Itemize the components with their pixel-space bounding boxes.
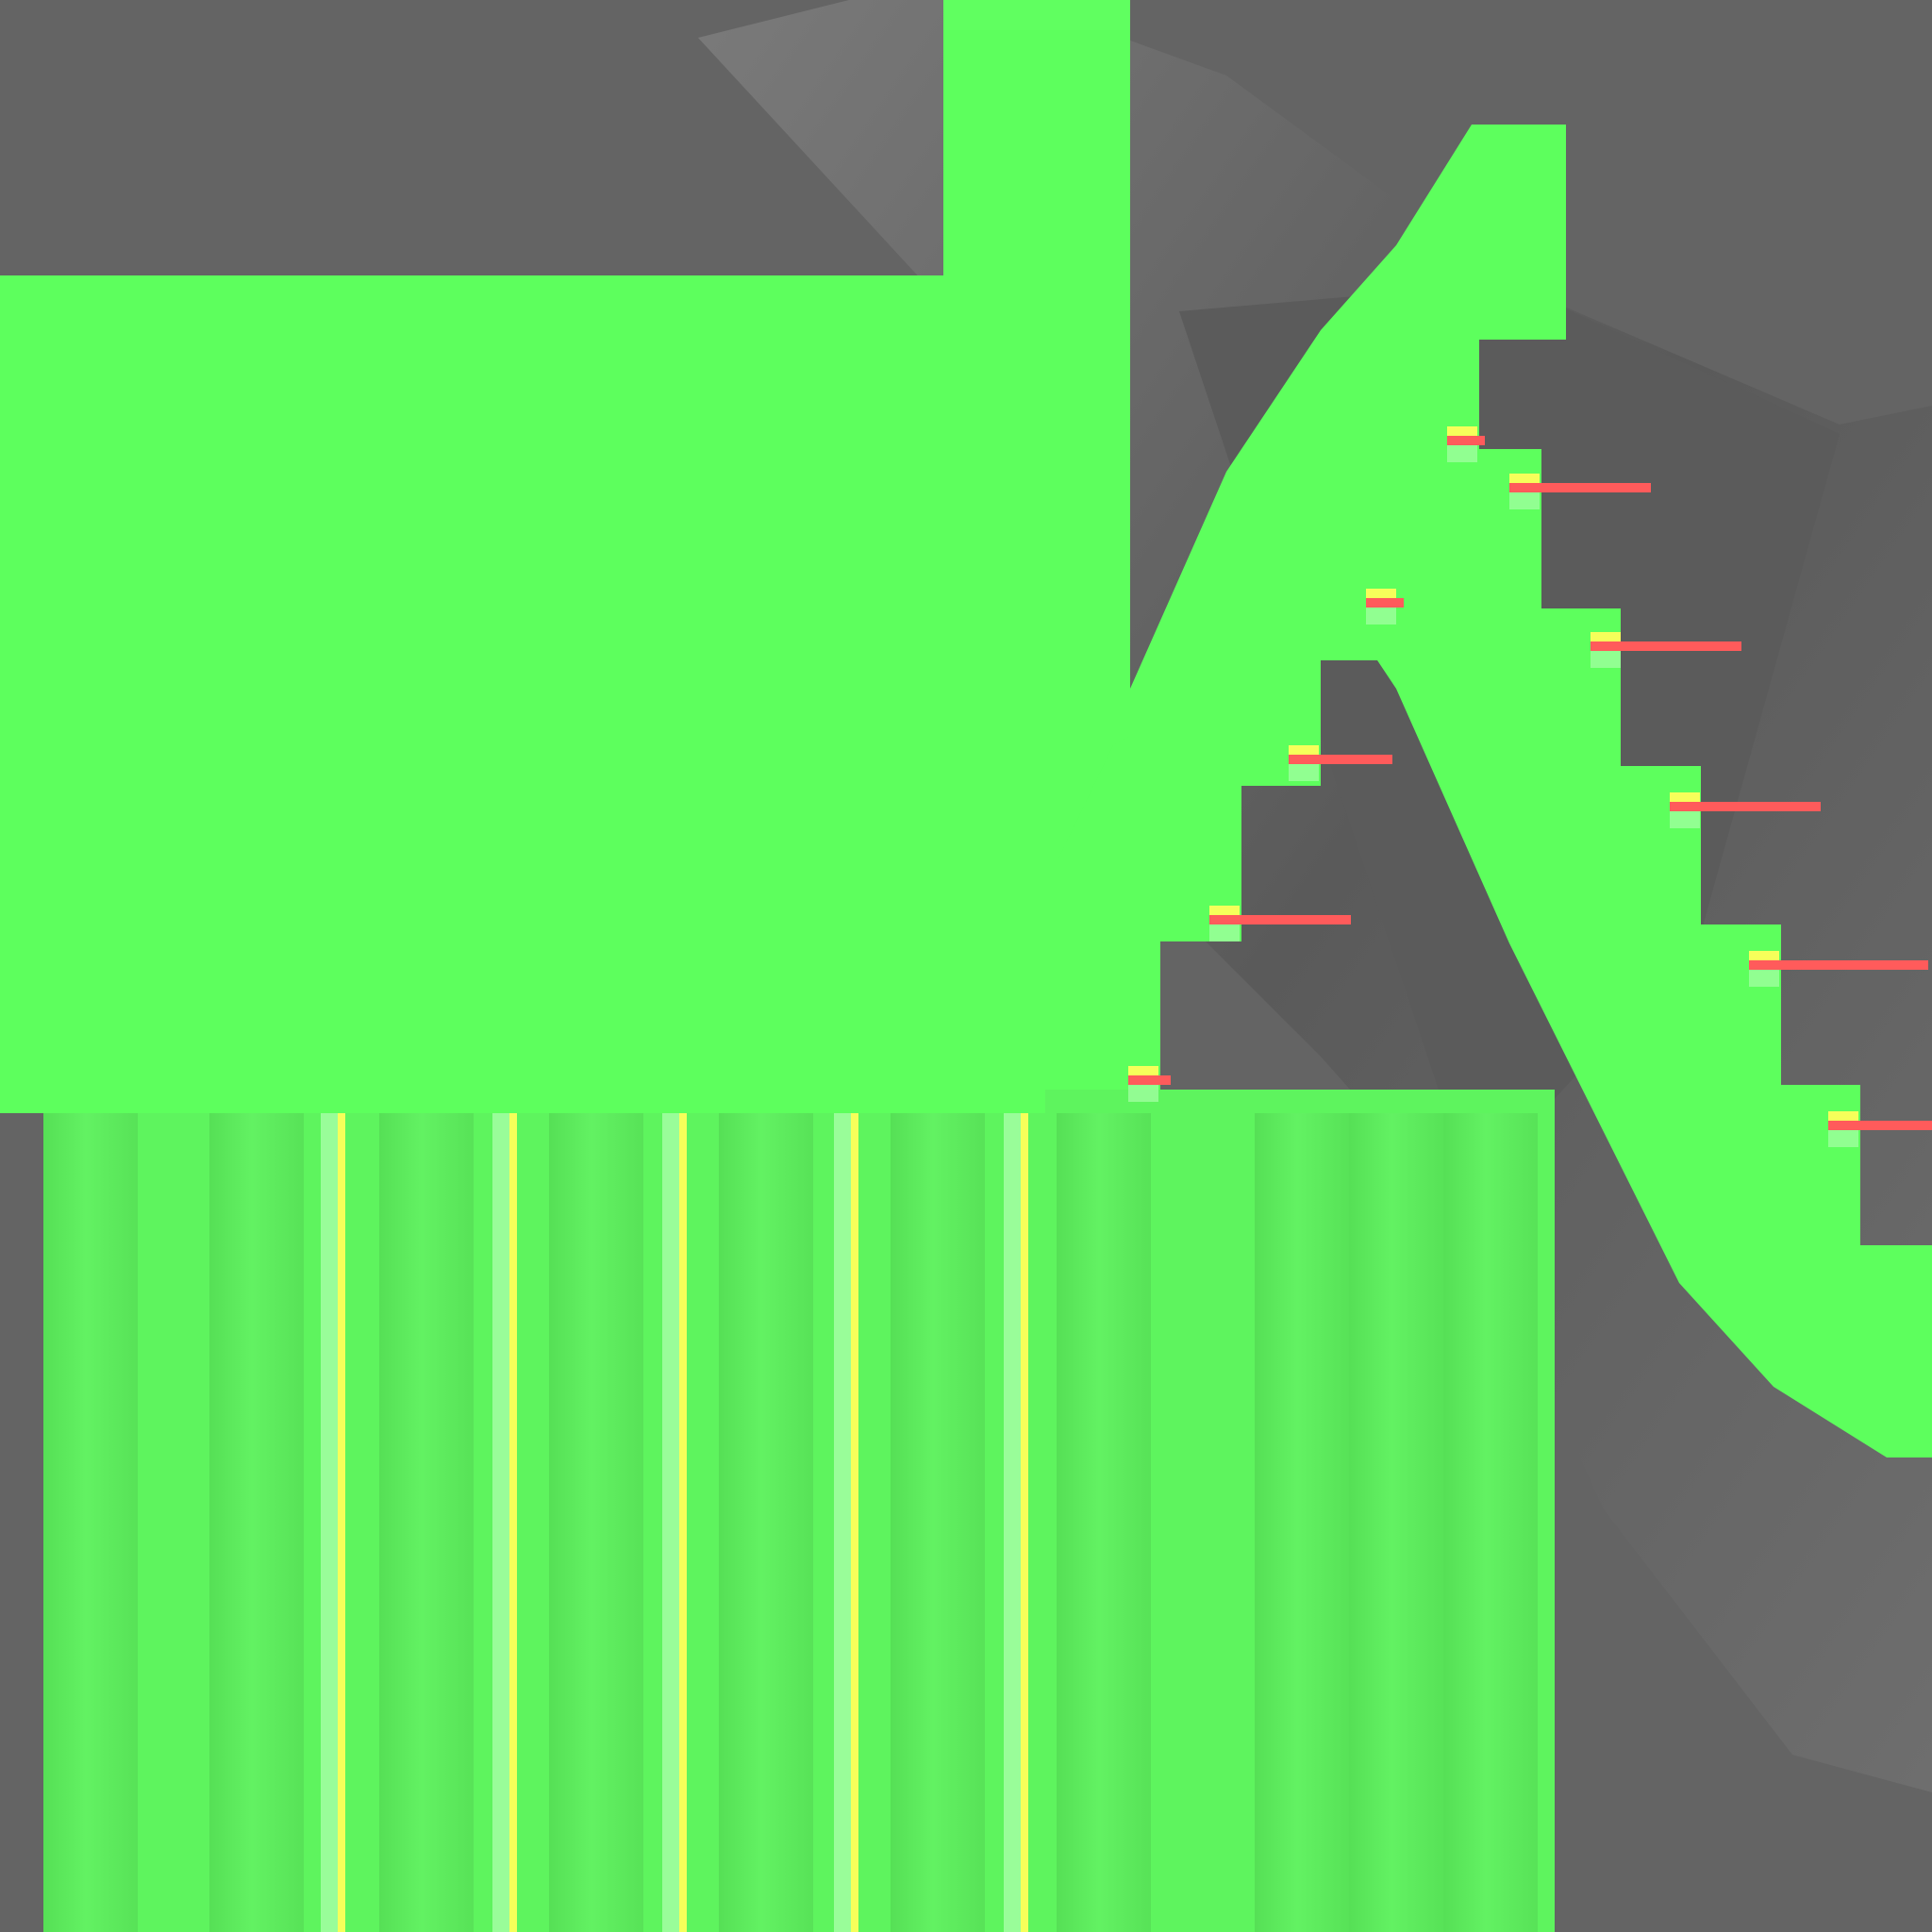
edge-pale-tab — [1447, 445, 1477, 462]
edge-pale-tab — [1591, 651, 1621, 668]
edge-yellow-tab — [1447, 426, 1477, 436]
edge-red-tab — [1509, 483, 1651, 492]
edge-pale-tab — [1828, 1130, 1858, 1147]
panel-groove — [209, 1113, 304, 1932]
edge-yellow-tab — [1289, 745, 1319, 755]
edge-yellow-tab — [1366, 589, 1396, 598]
edge-red-tab — [1366, 598, 1404, 608]
edge-yellow-tab — [1209, 906, 1240, 915]
edge-yellow-tab — [1670, 792, 1700, 802]
panel-groove — [1255, 1113, 1349, 1932]
panel-groove — [1443, 1113, 1538, 1932]
rib-pale-stripe — [1004, 1113, 1024, 1932]
rib-yellow-line — [679, 1113, 687, 1932]
edge-yellow-tab — [1749, 951, 1779, 960]
main-green-slab — [0, 0, 1130, 1113]
edge-red-tab — [1289, 755, 1392, 764]
rib-yellow-line — [851, 1113, 858, 1932]
panel-groove — [1349, 1113, 1443, 1932]
edge-pale-tab — [1209, 924, 1240, 941]
panel-groove — [891, 1113, 985, 1932]
edge-red-tab — [1749, 960, 1928, 970]
rib-yellow-line — [1021, 1113, 1028, 1932]
panel-groove — [1057, 1113, 1151, 1932]
edge-red-tab — [1209, 915, 1351, 924]
edge-yellow-tab — [1828, 1111, 1858, 1121]
edge-pale-tab — [1366, 608, 1396, 625]
edge-red-tab — [1447, 436, 1485, 445]
edge-pale-tab — [1509, 492, 1540, 509]
panel-ribs — [43, 1113, 1538, 1932]
tower-top-edge — [943, 0, 1130, 30]
rib-pale-stripe — [662, 1113, 683, 1932]
edge-red-tab — [1670, 802, 1821, 811]
edge-yellow-tab — [1591, 632, 1621, 641]
rib-pale-stripe — [321, 1113, 341, 1932]
panel-groove — [43, 1113, 138, 1932]
edge-red-tab — [1828, 1121, 1932, 1130]
rib-pale-stripe — [834, 1113, 855, 1932]
edge-pale-tab — [1670, 811, 1700, 828]
edge-pale-tab — [1128, 1085, 1158, 1102]
edge-yellow-tab — [1128, 1066, 1158, 1075]
rib-yellow-line — [509, 1113, 517, 1932]
edge-pale-tab — [1749, 970, 1779, 987]
panel-groove — [379, 1113, 474, 1932]
edge-yellow-tab — [1509, 474, 1540, 483]
stepped-arch — [991, 125, 1932, 1457]
rib-yellow-line — [338, 1113, 345, 1932]
rib-pale-stripe — [492, 1113, 513, 1932]
panel-groove — [549, 1113, 643, 1932]
panel-groove — [719, 1113, 813, 1932]
edge-red-tab — [1591, 641, 1741, 651]
edge-pale-tab — [1289, 764, 1319, 781]
edge-highlights — [1128, 426, 1932, 1147]
edge-red-tab — [1128, 1075, 1171, 1085]
